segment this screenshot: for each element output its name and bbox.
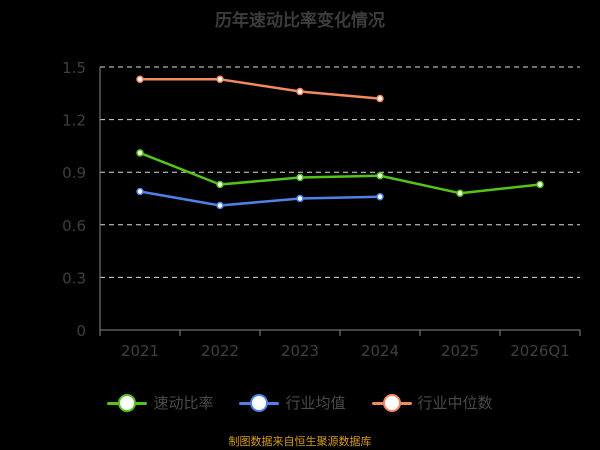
series-line-0	[139, 151, 541, 195]
y-tick-label: 1.5	[62, 59, 86, 77]
legend-swatch-industry-median	[371, 393, 412, 413]
y-tick-label: 0.6	[62, 217, 86, 235]
legend-item-industry-median[interactable]: 行业中位数	[371, 392, 493, 413]
y-tick-label: 0.3	[62, 269, 86, 287]
chart-title: 历年速动比率变化情况	[215, 11, 385, 31]
data-point-2	[376, 94, 384, 103]
x-tick-label: 2021	[121, 342, 159, 360]
data-point-2	[136, 75, 144, 84]
data-point-0	[456, 189, 464, 197]
y-tick-label: 1.2	[62, 112, 86, 130]
data-point-1	[136, 187, 144, 196]
data-point-1	[216, 201, 224, 210]
x-tick-label: 2023	[281, 342, 319, 360]
legend-label-industry-median: 行业中位数	[417, 394, 493, 412]
legend-swatch-quick-ratio	[107, 393, 148, 413]
data-point-1	[376, 192, 384, 201]
data-point-0	[536, 180, 544, 189]
legend-label-quick-ratio: 速动比率	[153, 394, 214, 412]
x-tick-label: 2024	[361, 342, 399, 360]
x-tick-label: 2026Q1	[510, 342, 570, 360]
data-point-0	[376, 171, 384, 180]
legend-item-industry-mean[interactable]: 行业均值	[239, 392, 346, 413]
legend-label-industry-mean: 行业均值	[285, 394, 346, 412]
legend-item-quick-ratio[interactable]: 速动比率	[107, 392, 213, 413]
x-tick-label: 2025	[441, 342, 479, 360]
data-point-0	[296, 173, 304, 182]
series-line-2	[140, 78, 381, 100]
data-point-0	[216, 180, 224, 189]
legend-swatch-industry-mean	[239, 393, 280, 413]
series-line-1	[139, 190, 381, 207]
data-source-note: 制图数据来自恒生聚源数据库	[228, 435, 372, 448]
data-point-0	[136, 149, 144, 157]
y-tick-label: 0.9	[62, 164, 86, 182]
data-point-2	[216, 75, 224, 84]
data-point-1	[296, 194, 304, 203]
legend: 速动比率 行业均值 行业中位数	[0, 392, 600, 413]
y-tick-label: 0	[76, 322, 86, 340]
x-tick-label: 2022	[201, 342, 239, 360]
data-point-2	[296, 87, 304, 96]
